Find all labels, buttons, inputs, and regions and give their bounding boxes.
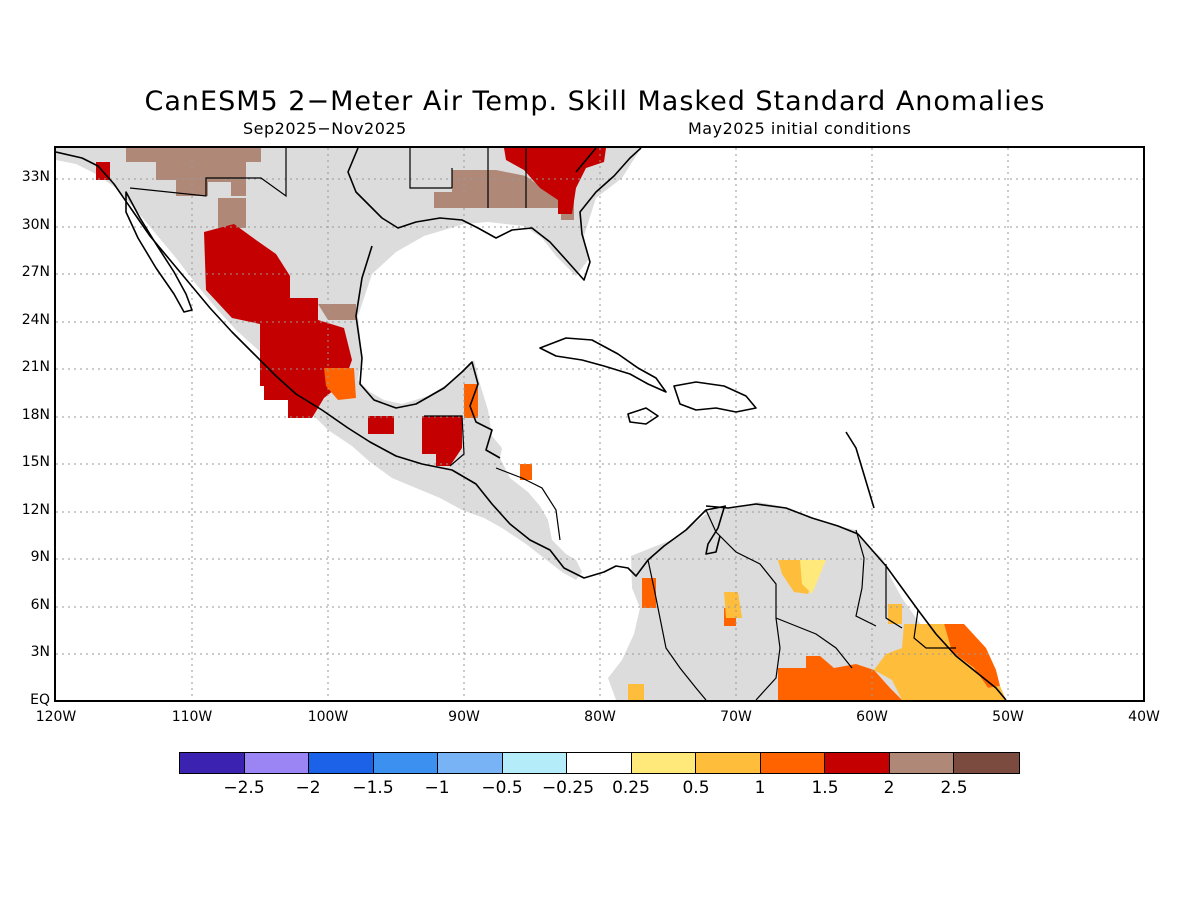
lon-label: 80W	[584, 709, 616, 725]
land-no-skill-layer	[56, 148, 1006, 700]
lon-label: 60W	[856, 709, 888, 725]
lat-label: 12N	[21, 502, 50, 518]
colorbar-swatch	[631, 753, 696, 773]
colorbar-tick-label: 2	[883, 778, 895, 798]
lat-label: 33N	[21, 169, 50, 185]
colorbar-tick-label: 0.5	[682, 778, 710, 798]
colorbar-swatch	[954, 753, 1019, 773]
colorbar-swatch	[309, 753, 374, 773]
colorbar-swatch	[373, 753, 438, 773]
lon-label: 120W	[35, 709, 77, 725]
colorbar-tick-label: −1.5	[352, 778, 394, 798]
graticule	[56, 148, 1143, 700]
colorbar-swatch	[825, 753, 890, 773]
colorbar-tick-label: −2.5	[223, 778, 265, 798]
lon-label: 90W	[448, 709, 480, 725]
colorbar-swatch	[244, 753, 309, 773]
lon-label: 50W	[992, 709, 1024, 725]
colorbar-tick-label: 2.5	[940, 778, 968, 798]
colorbar-tick-label: 1.5	[811, 778, 839, 798]
lat-label: EQ	[30, 692, 50, 708]
lat-label: 6N	[30, 597, 50, 613]
colorbar-tick-label: −0.5	[481, 778, 523, 798]
anomaly-1-1.5-layer	[324, 368, 1000, 700]
lat-label: 3N	[30, 644, 50, 660]
lat-label: 9N	[30, 549, 50, 565]
political-borders	[129, 148, 956, 700]
colorbar-swatch	[760, 753, 825, 773]
colorbar-swatch	[889, 753, 954, 773]
colorbar-tick-label: 1	[754, 778, 766, 798]
colorbar-swatch	[696, 753, 761, 773]
lat-label: 24N	[21, 312, 50, 328]
anomaly-0.25-0.5-layer	[800, 560, 826, 594]
map-canvas	[56, 148, 1143, 700]
colorbar-swatch	[567, 753, 632, 773]
lon-label: 70W	[720, 709, 752, 725]
lon-label: 40W	[1128, 709, 1160, 725]
colorbar-tick-label: −0.25	[541, 778, 595, 798]
lat-label: 15N	[21, 454, 50, 470]
colorbar-tick-label: 0.25	[612, 778, 650, 798]
lon-label: 110W	[171, 709, 213, 725]
lat-label: 21N	[21, 359, 50, 375]
initial-conditions: May2025 initial conditions	[688, 119, 912, 138]
map-panel	[54, 146, 1145, 702]
colorbar-tick-label: −1	[424, 778, 450, 798]
map-title: CanESM5 2−Meter Air Temp. Skill Masked S…	[144, 86, 1046, 117]
coastlines	[56, 148, 1007, 700]
colorbar-swatch	[502, 753, 567, 773]
colorbar-swatch	[180, 753, 245, 773]
lat-label: 27N	[21, 264, 50, 280]
lat-label: 30N	[21, 217, 50, 233]
colorbar-tick-label: −2	[295, 778, 321, 798]
forecast-period: Sep2025−Nov2025	[243, 119, 407, 138]
colorbar	[179, 752, 1020, 774]
lat-label: 18N	[21, 407, 50, 423]
colorbar-swatch	[438, 753, 503, 773]
lon-label: 100W	[307, 709, 349, 725]
